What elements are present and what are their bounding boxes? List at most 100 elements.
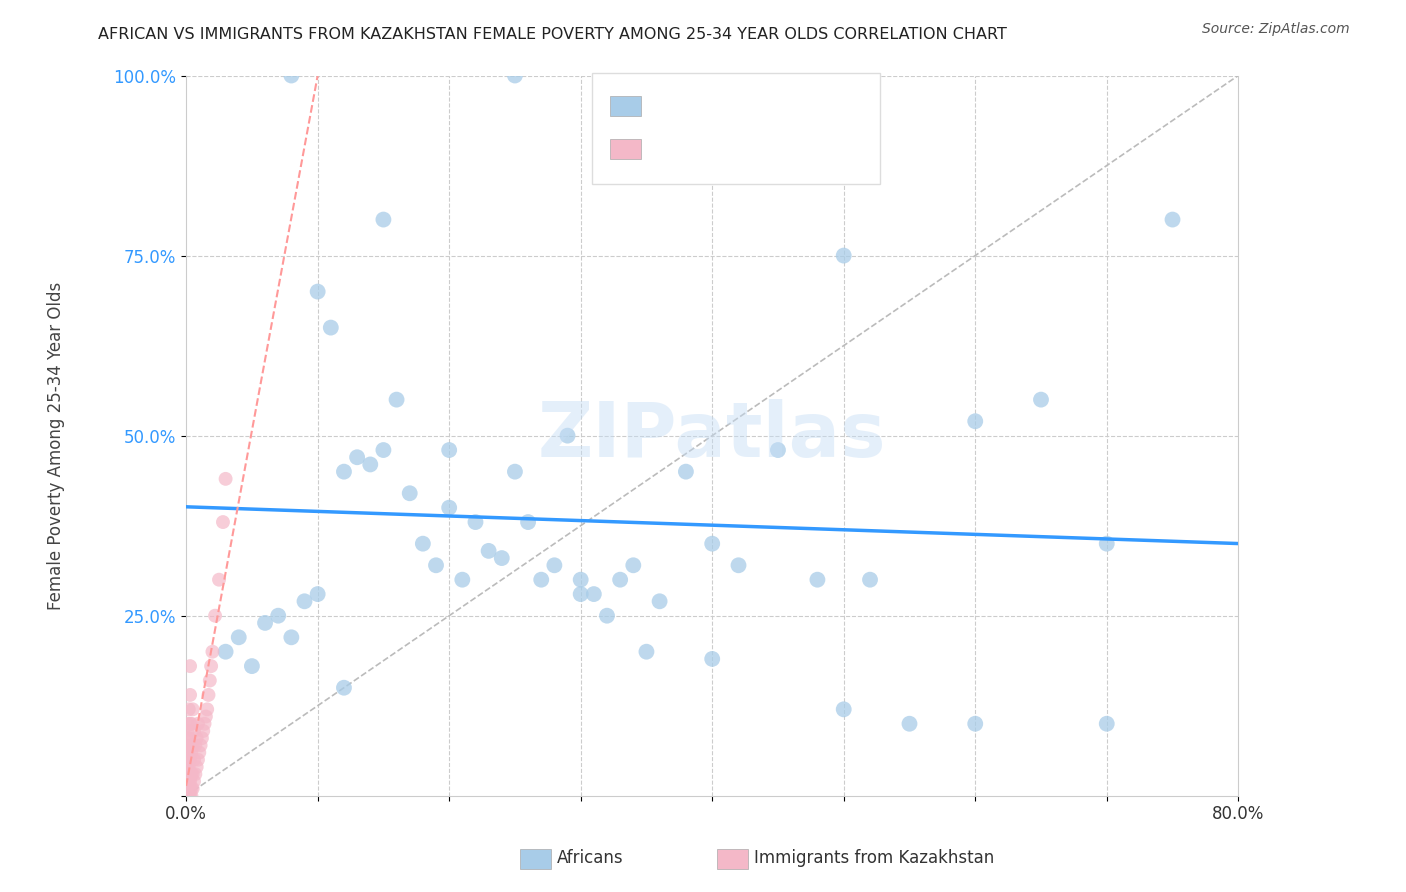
Point (180, 716, 202, 731)
Point (373, 212, 395, 227)
Point (176, 767, 198, 781)
Point (543, 558, 565, 573)
Point (898, 716, 921, 731)
Point (176, 781, 198, 796)
Text: Female Poverty Among 25-34 Year Olds: Female Poverty Among 25-34 Year Olds (48, 282, 65, 610)
Point (609, 573, 631, 587)
Point (569, 573, 592, 587)
Point (176, 753, 198, 767)
Point (503, 69, 526, 83)
Point (859, 573, 882, 587)
Point (464, 515, 486, 529)
Point (177, 789, 200, 803)
Point (228, 630, 250, 644)
Point (621, 558, 644, 573)
Point (183, 774, 205, 789)
Point (193, 723, 215, 738)
Text: N =: N = (737, 97, 789, 115)
Point (176, 789, 198, 803)
Point (180, 767, 202, 781)
Point (176, 753, 198, 767)
Point (181, 739, 204, 753)
Text: ZIPatlas: ZIPatlas (538, 399, 887, 473)
Point (491, 551, 513, 566)
Point (702, 652, 724, 666)
Point (191, 731, 214, 746)
Point (177, 781, 200, 796)
Point (965, 414, 987, 428)
Point (208, 573, 231, 587)
Point (437, 500, 460, 515)
Point (385, 392, 408, 407)
Point (179, 739, 201, 753)
Point (179, 781, 201, 796)
Point (307, 285, 329, 299)
Point (333, 681, 356, 695)
Point (398, 486, 420, 500)
Point (177, 760, 200, 774)
Point (195, 702, 218, 716)
Point (425, 558, 447, 573)
Point (186, 731, 208, 746)
Point (636, 645, 658, 659)
Point (517, 515, 540, 529)
Text: AFRICAN VS IMMIGRANTS FROM KAZAKHSTAN FEMALE POVERTY AMONG 25-34 YEAR OLDS CORRE: AFRICAN VS IMMIGRANTS FROM KAZAKHSTAN FE… (98, 27, 1007, 42)
Text: Immigrants from Kazakhstan: Immigrants from Kazakhstan (754, 849, 994, 867)
Point (212, 515, 235, 529)
Text: 57: 57 (778, 97, 803, 115)
Point (177, 781, 200, 796)
Point (333, 465, 356, 479)
Text: R =: R = (648, 97, 688, 115)
Text: N =: N = (737, 140, 789, 158)
Point (176, 760, 198, 774)
Point (176, 746, 198, 760)
Point (180, 781, 202, 796)
Point (180, 789, 202, 803)
Point (359, 458, 381, 472)
Point (180, 746, 202, 760)
Point (176, 760, 198, 774)
Point (201, 645, 224, 659)
Point (187, 716, 209, 731)
Point (806, 573, 828, 587)
Point (184, 739, 207, 753)
Point (294, 594, 316, 608)
Point (181, 702, 204, 716)
Point (596, 608, 619, 623)
Point (177, 731, 200, 746)
Point (179, 659, 201, 673)
Point (187, 753, 209, 767)
Point (177, 774, 200, 789)
Text: Source: ZipAtlas.com: Source: ZipAtlas.com (1202, 22, 1350, 37)
Point (186, 760, 208, 774)
Point (582, 587, 605, 601)
Point (179, 716, 201, 731)
Point (254, 615, 277, 630)
Point (214, 472, 236, 486)
Point (832, 249, 855, 263)
Point (319, 320, 342, 334)
Point (181, 781, 204, 796)
Point (181, 767, 204, 781)
Point (267, 608, 290, 623)
Point (179, 688, 201, 702)
Point (183, 723, 205, 738)
Point (280, 630, 302, 644)
Point (675, 465, 697, 479)
Point (1161, 212, 1184, 227)
Point (184, 767, 207, 781)
Point (177, 702, 200, 716)
Point (766, 443, 789, 458)
Point (176, 746, 198, 760)
Text: Africans: Africans (557, 849, 623, 867)
Point (176, 723, 198, 738)
Point (179, 767, 201, 781)
Point (200, 659, 222, 673)
Point (176, 789, 198, 803)
Point (569, 587, 592, 601)
Point (188, 746, 211, 760)
Point (1095, 537, 1118, 551)
Point (177, 789, 200, 803)
Point (176, 781, 198, 796)
Text: 0.547: 0.547 (676, 97, 733, 115)
